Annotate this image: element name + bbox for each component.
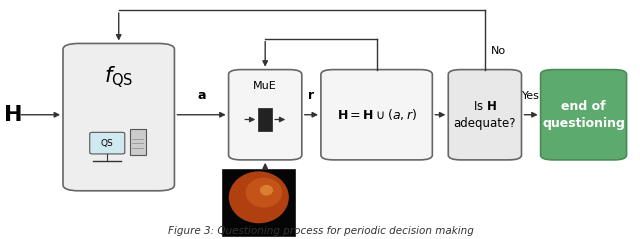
Ellipse shape bbox=[260, 185, 273, 196]
FancyBboxPatch shape bbox=[228, 70, 302, 160]
FancyBboxPatch shape bbox=[90, 132, 125, 154]
FancyBboxPatch shape bbox=[63, 43, 175, 191]
FancyBboxPatch shape bbox=[448, 70, 522, 160]
Text: r: r bbox=[308, 89, 314, 102]
Text: MuE: MuE bbox=[253, 81, 277, 91]
Text: a: a bbox=[197, 89, 205, 102]
FancyBboxPatch shape bbox=[321, 70, 433, 160]
Text: No: No bbox=[492, 46, 506, 56]
FancyBboxPatch shape bbox=[541, 70, 627, 160]
FancyBboxPatch shape bbox=[222, 169, 296, 236]
Text: QS: QS bbox=[101, 139, 114, 148]
Text: Yes: Yes bbox=[522, 91, 540, 101]
Ellipse shape bbox=[246, 178, 282, 207]
FancyBboxPatch shape bbox=[130, 129, 146, 155]
Text: $f_{\mathrm{QS}}$: $f_{\mathrm{QS}}$ bbox=[104, 65, 133, 90]
Text: end of
questioning: end of questioning bbox=[542, 100, 625, 130]
Ellipse shape bbox=[228, 171, 289, 223]
Text: Figure 3: Questioning process for periodic decision making: Figure 3: Questioning process for period… bbox=[168, 226, 474, 236]
Text: $\mathbf{H}$: $\mathbf{H}$ bbox=[3, 104, 21, 126]
Text: Is $\mathbf{H}$
adequate?: Is $\mathbf{H}$ adequate? bbox=[454, 100, 516, 130]
FancyBboxPatch shape bbox=[258, 108, 272, 131]
Text: $\mathbf{H} = \mathbf{H} \cup (a, r)$: $\mathbf{H} = \mathbf{H} \cup (a, r)$ bbox=[337, 107, 417, 122]
